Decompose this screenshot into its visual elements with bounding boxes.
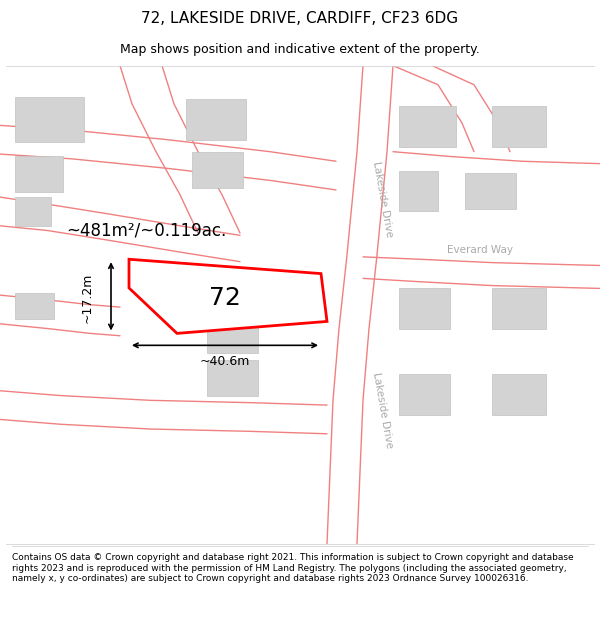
Bar [186,99,246,140]
Bar [492,106,546,147]
Bar [207,359,258,396]
Bar [465,173,516,209]
Bar [15,97,84,142]
Bar [192,152,243,188]
Bar [15,197,51,226]
Bar [399,106,456,147]
Bar [207,314,258,352]
Text: 72: 72 [209,286,241,309]
Text: Lakeside Drive: Lakeside Drive [371,161,394,238]
Bar [399,288,450,329]
Polygon shape [129,259,327,333]
Bar [492,374,546,414]
Bar [399,171,438,211]
Text: 72, LAKESIDE DRIVE, CARDIFF, CF23 6DG: 72, LAKESIDE DRIVE, CARDIFF, CF23 6DG [142,11,458,26]
Text: ~481m²/~0.119ac.: ~481m²/~0.119ac. [66,222,226,239]
Bar [15,156,63,192]
Bar [15,292,54,319]
Text: ~17.2m: ~17.2m [80,272,94,322]
Text: Map shows position and indicative extent of the property.: Map shows position and indicative extent… [120,42,480,56]
Text: ~40.6m: ~40.6m [200,355,250,368]
Bar [399,374,450,414]
Bar [492,288,546,329]
Text: Everard Way: Everard Way [447,245,513,255]
Text: Lakeside Drive: Lakeside Drive [371,371,394,449]
Text: Contains OS data © Crown copyright and database right 2021. This information is : Contains OS data © Crown copyright and d… [12,554,574,583]
